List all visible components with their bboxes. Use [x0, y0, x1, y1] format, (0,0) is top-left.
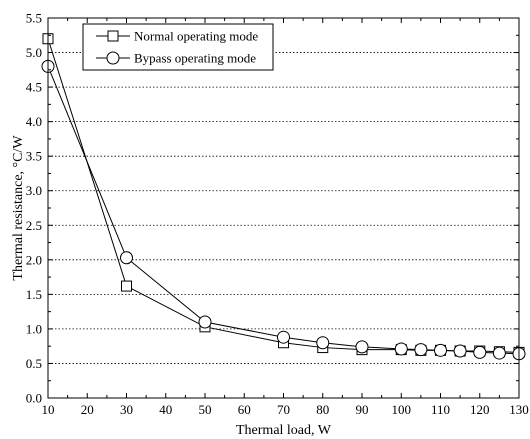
x-tick-label: 50 — [199, 402, 212, 417]
y-tick-label: 5.5 — [26, 11, 42, 26]
y-tick-label: 4.0 — [26, 114, 42, 129]
y-tick-label: 2.0 — [26, 252, 42, 267]
axis-tick-labels: 0.0 0.5 1.0 1.5 2.0 2.5 3.0 3.5 4.0 4.5 5.0 5.5 10 20… — [26, 11, 529, 418]
x-tick-label: 60 — [238, 402, 251, 417]
data-point-circle — [492, 346, 506, 360]
legend-label-normal: Normal operating mode — [134, 29, 258, 44]
grid-lines — [48, 52, 519, 364]
data-point-circle — [434, 343, 447, 357]
data-point-circle — [394, 342, 408, 356]
x-tick-label: 70 — [277, 402, 290, 417]
series-line-square — [47, 38, 520, 353]
data-point-circle — [316, 336, 330, 350]
x-tick-label: 30 — [120, 402, 133, 417]
legend-marker-circle — [106, 51, 120, 65]
y-tick-label: 0.5 — [26, 356, 42, 371]
x-tick-label: 90 — [356, 402, 369, 417]
legend-label-bypass: Bypass operating mode — [134, 51, 256, 66]
series-markers — [41, 33, 526, 361]
axis-ticks — [47, 17, 520, 399]
y-tick-label: 3.0 — [26, 183, 42, 198]
series-line-circle — [47, 66, 520, 355]
y-tick-label: 0.0 — [26, 391, 42, 406]
data-point-circle — [473, 345, 487, 359]
data-point-square — [121, 280, 132, 292]
legend: Normal operating mode Bypass operating m… — [82, 23, 274, 71]
x-tick-label: 10 — [42, 402, 55, 417]
y-axis-label: Thermal resistance, °C/W — [11, 135, 26, 281]
x-tick-label: 110 — [431, 402, 450, 417]
x-tick-label: 80 — [316, 402, 329, 417]
y-tick-label: 4.5 — [26, 80, 42, 95]
y-tick-label: 3.5 — [26, 149, 42, 164]
legend-marker-square — [107, 30, 119, 42]
x-axis-label: Thermal load, W — [236, 423, 332, 438]
data-point-circle — [414, 343, 428, 357]
x-tick-label: 120 — [470, 402, 490, 417]
data-point-circle — [355, 340, 369, 354]
data-point-circle — [453, 344, 467, 358]
x-tick-label: 100 — [392, 402, 412, 417]
x-tick-label: 20 — [81, 402, 94, 417]
x-tick-label: 130 — [509, 402, 529, 417]
series-lines — [47, 38, 520, 355]
x-tick-label: 40 — [159, 402, 172, 417]
data-point-circle — [120, 251, 133, 265]
data-point-circle — [198, 315, 212, 329]
y-tick-label: 5.0 — [26, 45, 42, 60]
y-tick-label: 1.5 — [26, 287, 42, 302]
data-point-circle — [277, 330, 290, 344]
y-tick-label: 1.0 — [26, 321, 42, 336]
y-tick-label: 2.5 — [26, 218, 42, 233]
